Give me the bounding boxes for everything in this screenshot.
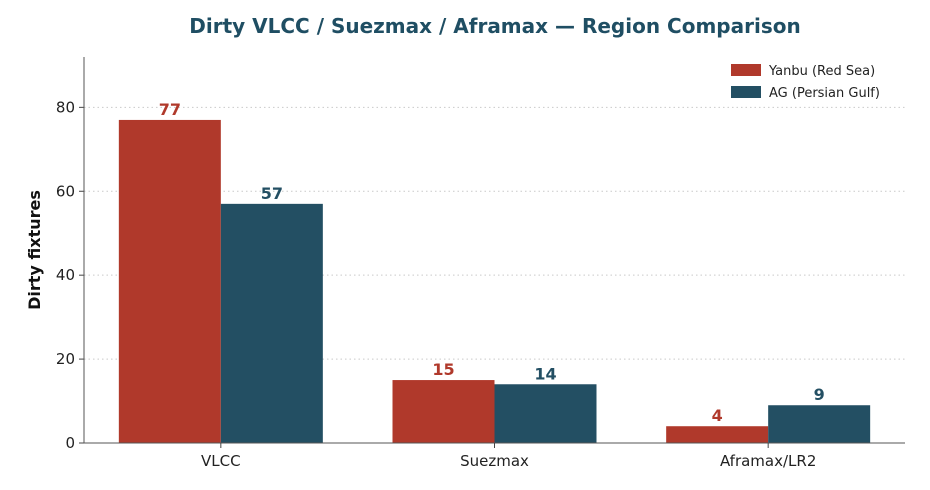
bar xyxy=(494,384,597,443)
y-axis-label: Dirty fixtures xyxy=(25,190,44,310)
x-tick-label: VLCC xyxy=(201,452,241,470)
y-tick-label: 0 xyxy=(65,434,75,452)
legend: Yanbu (Red Sea) AG (Persian Gulf) xyxy=(731,64,880,101)
bar xyxy=(666,426,769,443)
grid-lines xyxy=(84,106,905,360)
axes xyxy=(79,57,905,448)
y-tick-label: 60 xyxy=(56,182,75,200)
bar xyxy=(392,380,495,443)
bar xyxy=(768,405,871,443)
y-tick-label: 20 xyxy=(56,350,75,368)
legend-swatch xyxy=(731,86,761,98)
data-label: 77 xyxy=(159,100,181,119)
x-tick-label: Suezmax xyxy=(460,452,529,470)
y-tick-label: 40 xyxy=(56,266,75,284)
data-label: 57 xyxy=(261,184,283,203)
legend-swatch xyxy=(731,64,761,76)
data-label: 4 xyxy=(712,406,723,425)
bar xyxy=(118,119,221,443)
bars xyxy=(118,119,871,443)
y-tick-label: 80 xyxy=(56,98,75,116)
bar xyxy=(220,203,323,443)
data-label: 14 xyxy=(534,364,556,383)
chart-title: Dirty VLCC / Suezmax / Aframax — Region … xyxy=(189,14,801,38)
data-label: 15 xyxy=(432,360,454,379)
labels: 0 20 40 60 80 77 57 VLCC 15 14 Suezmax 4 9 Aframax/LR… xyxy=(25,98,825,470)
data-label: 9 xyxy=(814,385,825,404)
legend-label: Yanbu (Red Sea) xyxy=(768,64,875,79)
legend-label: AG (Persian Gulf) xyxy=(769,86,880,101)
x-tick-label: Aframax/LR2 xyxy=(720,452,816,470)
